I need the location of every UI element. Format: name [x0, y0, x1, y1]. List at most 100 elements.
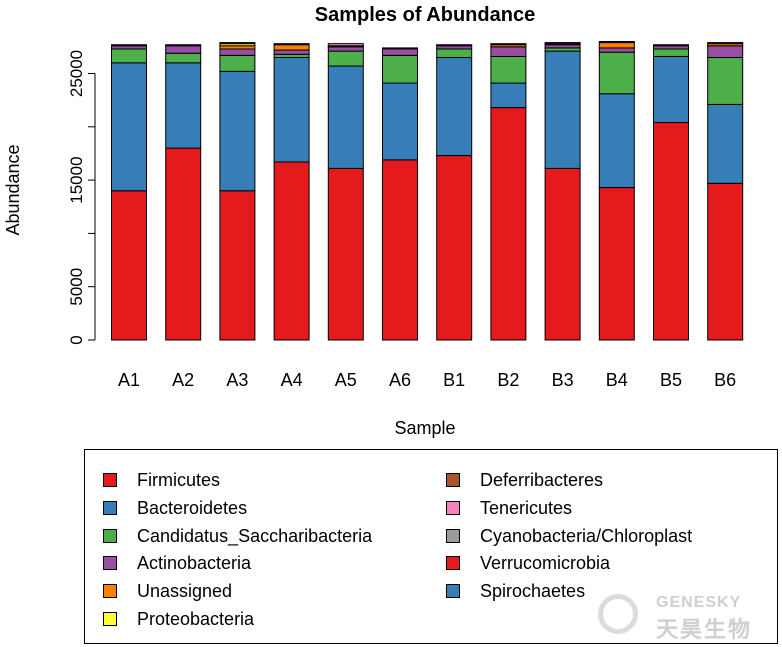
- bar-segment: [653, 55, 689, 124]
- bar-segment: [598, 187, 635, 341]
- bar-segment: [436, 155, 473, 341]
- x-axis-label: Sample: [394, 418, 455, 438]
- bar-stack-B5: [653, 44, 689, 341]
- bar-segment: [598, 42, 635, 49]
- x-tick-label: B5: [660, 370, 682, 390]
- watermark-brand-en: GENESKY: [656, 594, 742, 611]
- bar-stack-B3: [544, 42, 581, 341]
- bar-segment: [327, 46, 364, 52]
- legend-label: Bacteroidetes: [137, 497, 248, 518]
- bar-segment: [490, 46, 527, 57]
- bar-segment: [219, 54, 256, 72]
- bar-segment: [327, 43, 364, 47]
- legend-item: Bacteroidetes: [103, 498, 247, 518]
- legend-item: Deferribacteres: [446, 470, 603, 490]
- bar-segment: [598, 93, 635, 189]
- bar-segment: [382, 48, 418, 56]
- legend-label: Verrucomicrobia: [480, 553, 611, 574]
- watermark-brand-zh: 天昊生物: [656, 617, 753, 642]
- legend-swatch: [446, 500, 460, 515]
- legend-swatch: [446, 528, 460, 543]
- bar-segment: [327, 50, 364, 67]
- x-tick-label: A3: [226, 370, 248, 390]
- bar-stacks: [111, 41, 744, 341]
- bar-stack-A3: [219, 42, 256, 341]
- bar-segment: [111, 44, 147, 47]
- bar-segment: [544, 167, 581, 341]
- x-tick-label: A2: [172, 370, 194, 390]
- legend-label: Unassigned: [137, 581, 233, 602]
- bar-stack-A4: [273, 43, 310, 341]
- legend-swatch: [446, 584, 460, 599]
- x-tick-label: A4: [281, 370, 303, 390]
- legend-swatch: [103, 612, 117, 626]
- x-tick-label: B3: [552, 370, 574, 390]
- y-tick-label: 25000: [67, 50, 86, 97]
- bar-segment: [490, 82, 527, 109]
- legend-label: Firmicutes: [137, 470, 221, 490]
- bar-segment: [273, 43, 310, 46]
- bar-segment: [598, 47, 635, 53]
- chart-legend: Firmicutes Bacteroidetes Candidatus_Saccha…: [84, 449, 778, 644]
- brand-watermark: GENESKY 天昊生物: [598, 592, 768, 642]
- legend-item: Tenericutes: [446, 498, 572, 518]
- legend-label: Candidatus_Saccharibacteria: [137, 525, 373, 546]
- bar-segment: [653, 48, 689, 57]
- bar-stack-A1: [111, 44, 147, 341]
- genesky-logo-icon: [598, 594, 638, 634]
- bar-segment: [165, 62, 202, 149]
- legend-swatch: [446, 473, 460, 487]
- bar-segment: [273, 161, 310, 341]
- bar-segment: [219, 70, 256, 192]
- legend-swatch: [446, 556, 460, 571]
- bar-segment: [598, 41, 635, 44]
- bar-segment: [273, 57, 310, 163]
- legend-swatch: [103, 584, 117, 599]
- bar-segment: [436, 44, 473, 47]
- legend-label: Proteobacteria: [137, 609, 255, 629]
- bar-segment: [111, 190, 147, 341]
- bar-segment: [327, 65, 364, 169]
- y-tick-label: 5000: [67, 268, 86, 306]
- bar-segment: [544, 50, 581, 169]
- bar-segment: [219, 48, 256, 56]
- bar-segment: [165, 45, 202, 54]
- y-axis-label: Abundance: [3, 144, 23, 235]
- bar-segment: [436, 57, 473, 157]
- bar-segment: [165, 52, 202, 64]
- legend-swatch: [103, 528, 117, 543]
- x-tick-label: A6: [389, 370, 411, 390]
- bar-segment: [165, 147, 202, 341]
- bar-segment: [707, 182, 744, 341]
- legend-item: Proteobacteria: [103, 609, 254, 629]
- bar-segment: [544, 42, 581, 45]
- bar-stack-A2: [165, 44, 202, 341]
- x-tick-label: B4: [606, 370, 628, 390]
- bar-segment: [327, 167, 364, 341]
- legend-label: Spirochaetes: [480, 581, 586, 602]
- y-tick-label: 15000: [67, 156, 86, 203]
- bar-segment: [490, 55, 527, 84]
- x-tick-label: B2: [497, 370, 519, 390]
- bar-segment: [382, 47, 418, 50]
- bar-segment: [707, 45, 744, 59]
- bar-stack-A6: [382, 47, 418, 341]
- bar-stack-B4: [598, 41, 635, 341]
- chart-title: Samples of Abundance: [315, 4, 535, 26]
- x-axis-tick-labels: A1 A2 A3 A4 A5 A6 B1 B2 B3 B4 B5 B6: [118, 370, 736, 390]
- bar-segment: [707, 42, 744, 45]
- bar-segment: [490, 43, 527, 46]
- bar-segment: [111, 48, 147, 64]
- bar-segment: [707, 103, 744, 184]
- bar-stack-B2: [490, 43, 527, 341]
- bar-segment: [165, 44, 202, 47]
- x-tick-label: A5: [335, 370, 357, 390]
- legend-item: Actinobacteria: [103, 553, 251, 573]
- legend-label: Deferribacteres: [480, 470, 604, 490]
- legend-label: Tenericutes: [480, 497, 573, 518]
- y-axis: 0 5000 15000 25000: [67, 50, 96, 345]
- legend-swatch: [103, 556, 117, 571]
- x-tick-label: A1: [118, 370, 140, 390]
- bar-segment: [436, 48, 473, 59]
